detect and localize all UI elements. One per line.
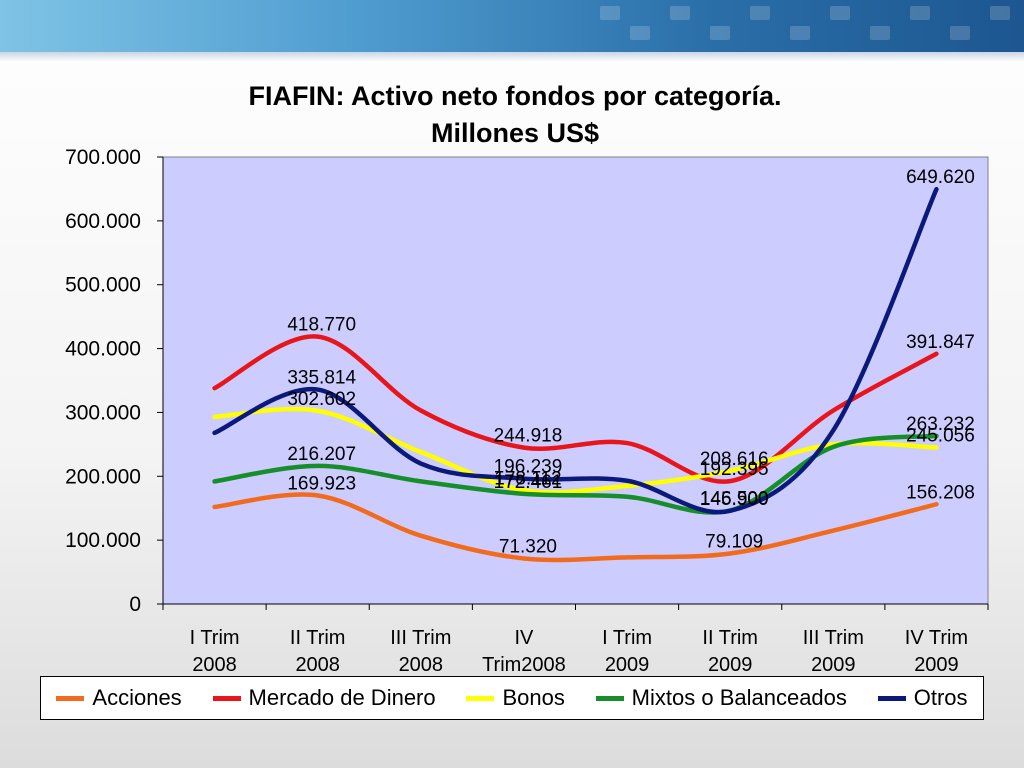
y-tick-label: 700.000	[65, 146, 141, 169]
data-label-acciones: 71.320	[499, 536, 557, 557]
series-line-mercado-de-dinero	[212, 334, 939, 484]
legend-swatch-bonos	[466, 695, 495, 701]
legend-item-mixtos-o-balanceados: Mixtos o Balanceados	[595, 685, 847, 711]
data-label-mixtos-o-balanceados: 172.461	[494, 472, 563, 493]
legend-label-mixtos-o-balanceados: Mixtos o Balanceados	[631, 685, 847, 710]
banner-tile-pattern	[560, 0, 1024, 52]
data-label-acciones: 156.208	[906, 482, 975, 503]
data-label-acciones: 169.923	[287, 473, 356, 494]
data-label-mixtos-o-balanceados: 216.207	[287, 444, 356, 465]
legend-item-bonos: Bonos	[466, 685, 565, 711]
legend-swatch-mixtos-o-balanceados	[595, 695, 624, 701]
data-label-bonos: 302.602	[287, 389, 356, 410]
legend-item-acciones: Acciones	[56, 685, 182, 711]
data-label-mercado-de-dinero: 244.918	[494, 426, 563, 447]
data-label-acciones: 79.109	[705, 531, 763, 552]
legend-swatch-mercado-de-dinero	[212, 695, 241, 701]
x-tick-label: IV Trim2008	[482, 627, 566, 676]
x-tick-label: II Trim 2009	[702, 627, 758, 676]
header-banner	[0, 0, 1024, 52]
y-tick-label: 500.000	[65, 274, 141, 297]
y-tick-label: 400.000	[65, 338, 141, 361]
chart-subtitle: Millones US$	[430, 118, 600, 148]
legend-item-otros: Otros	[877, 685, 968, 711]
x-tick-label: II Trim 2008	[290, 627, 346, 676]
header-divider	[0, 52, 1024, 62]
y-tick-label: 100.000	[65, 529, 141, 552]
series-line-acciones	[212, 492, 939, 563]
legend-swatch-otros	[877, 695, 906, 701]
data-label-otros: 145.900	[700, 489, 769, 510]
series-line-otros	[212, 186, 939, 515]
data-label-mercado-de-dinero: 192.395	[700, 459, 769, 480]
chart-title-block: FIAFIN: Activo neto fondos por categoría…	[150, 78, 880, 152]
series-line-mixtos-o-balanceados	[212, 433, 939, 515]
legend-swatch-acciones	[56, 695, 85, 701]
data-label-otros: 335.814	[287, 368, 356, 389]
legend-label-acciones: Acciones	[92, 685, 182, 710]
x-tick-label: IV Trim 2009	[905, 627, 968, 676]
plot-area	[162, 156, 989, 605]
data-label-bonos: 245.056	[906, 426, 975, 447]
legend-label-mercado-de-dinero: Mercado de Dinero	[248, 685, 436, 710]
x-tick-label: III Trim 2009	[803, 627, 864, 676]
legend-label-otros: Otros	[913, 685, 968, 710]
data-label-mercado-de-dinero: 391.847	[906, 332, 975, 353]
y-tick-label: 200.000	[65, 465, 141, 488]
data-label-otros: 649.620	[906, 167, 975, 188]
y-tick-label: 300.000	[65, 401, 141, 424]
x-tick-label: I Trim 2009	[602, 627, 652, 676]
chart-title: FIAFIN: Activo neto fondos por categoría…	[248, 81, 782, 111]
legend-label-bonos: Bonos	[502, 685, 565, 710]
data-label-bonos: 208.616	[700, 449, 769, 470]
data-label-mercado-de-dinero: 418.770	[287, 315, 356, 336]
data-label-bonos: 178.112	[494, 468, 561, 489]
x-tick-label: I Trim 2008	[190, 627, 240, 676]
data-label-mixtos-o-balanceados: 146.500	[700, 488, 769, 509]
x-tick-label: III Trim 2008	[390, 627, 451, 676]
legend-item-mercado-de-dinero: Mercado de Dinero	[212, 685, 436, 711]
data-label-mixtos-o-balanceados: 263.232	[906, 414, 975, 435]
data-label-otros: 196.239	[494, 457, 563, 478]
chart-legend: Acciones Mercado de Dinero Bonos Mixtos o B…	[40, 676, 984, 720]
y-tick-label: 600.000	[65, 210, 141, 233]
y-tick-label: 0	[129, 593, 141, 616]
